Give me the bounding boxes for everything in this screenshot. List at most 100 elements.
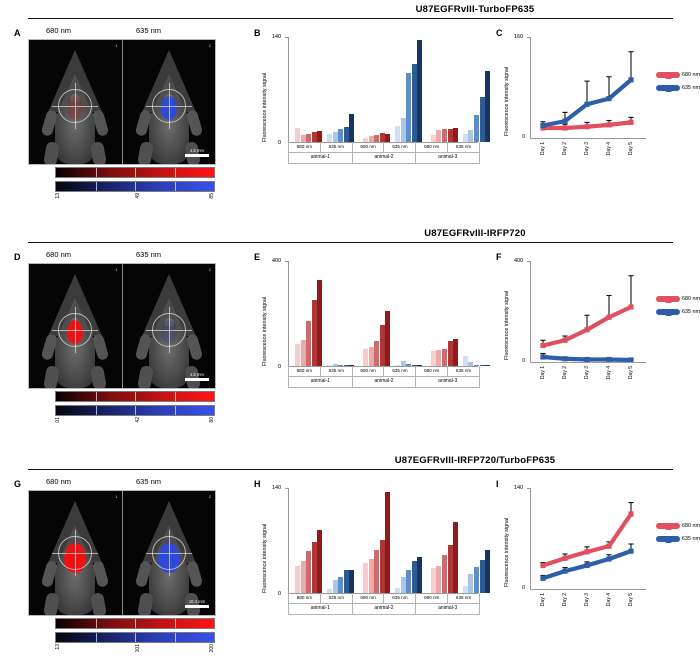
mouse-silhouette <box>134 268 204 388</box>
bar <box>306 320 312 366</box>
bar <box>406 72 412 142</box>
x-axis-line <box>288 593 478 594</box>
legend-item-635nm[interactable]: 635 nm <box>656 535 700 543</box>
image-680nm[interactable]: 1 <box>29 264 122 388</box>
xcell-animal-1: animal-1 <box>289 603 353 614</box>
colorbar-680nm <box>55 391 215 402</box>
bar-series-container <box>295 38 491 142</box>
xcell-635nm-2: 635 nm <box>455 144 472 149</box>
fluorescence-image-frame[interactable]: 1 2 10.4 mm <box>28 490 216 616</box>
x-axis-animal-row: animal-1 animal-2 animal-3 <box>288 376 480 388</box>
plot-area <box>527 37 641 138</box>
legend-item-635nm[interactable]: 635 nm <box>656 84 700 92</box>
legend-item-635nm[interactable]: 635 nm <box>656 308 700 316</box>
panel-letter-f: F <box>496 252 502 262</box>
line-plot-svg <box>540 502 634 581</box>
bar <box>479 97 485 142</box>
roi-reticle <box>145 307 192 353</box>
mouse-silhouette <box>134 44 204 164</box>
mouse-leg-left <box>136 141 154 164</box>
image-index-left: 1 <box>115 267 118 272</box>
bar <box>479 560 485 593</box>
image-635nm[interactable]: 2 4.5 mm <box>121 40 216 164</box>
bar <box>436 350 442 366</box>
legend: 680 nm 635 nm <box>656 522 700 549</box>
legend-item-680nm[interactable]: 680 nm <box>656 522 700 530</box>
bar <box>368 558 374 593</box>
bar <box>411 364 417 366</box>
colorbar-680nm <box>55 167 215 178</box>
bar <box>332 132 338 142</box>
bar <box>400 360 406 366</box>
bar <box>394 365 400 366</box>
xcell-680nm-0: 680 nm <box>289 593 321 603</box>
bar <box>368 347 374 366</box>
plot-area <box>285 261 491 366</box>
bar <box>374 341 380 366</box>
xcell-680nm-0: 680 nm <box>289 366 321 376</box>
mouse-leg-left <box>136 592 154 615</box>
image-680nm[interactable]: 1 <box>29 40 122 164</box>
bar <box>362 562 368 593</box>
image-635nm[interactable]: 2 10.4 mm <box>121 491 216 615</box>
bar <box>417 39 423 142</box>
xcell-635nm-1: 635 nm <box>384 366 417 376</box>
legend-label-1: 635 nm <box>682 536 700 542</box>
bar <box>462 133 468 142</box>
legend-item-680nm[interactable]: 680 nm <box>656 71 700 79</box>
bar <box>362 349 368 366</box>
scale-bar: 4.5 mm <box>185 372 209 381</box>
image-680nm[interactable]: 1 <box>29 491 122 615</box>
section-divider <box>28 18 673 19</box>
bar <box>338 364 344 366</box>
bar <box>332 579 338 593</box>
legend-swatch-0 <box>656 522 680 530</box>
label-635nm: 635 nm <box>136 26 162 35</box>
xcell-animal-3: animal-3 <box>438 605 458 611</box>
roi-reticle <box>145 530 192 576</box>
section-title-wrap: U87EGFRvIII-TurboFP635 <box>250 4 700 15</box>
bar <box>442 555 448 593</box>
bar <box>453 339 459 366</box>
bar <box>368 136 374 142</box>
fluorescence-image-frame[interactable]: 1 2 4.5 mm <box>28 263 216 389</box>
bar <box>447 128 453 142</box>
section-title: U87EGFRvIII-IRFP720/TurboFP635 <box>394 455 556 466</box>
bar <box>406 569 412 593</box>
xcell-635nm-1: 635 nm <box>384 593 417 603</box>
legend-swatch-0 <box>656 71 680 79</box>
bar-chart-h: Fluorescence intensity signal 140 0 680 … <box>256 481 506 631</box>
bar <box>394 125 400 142</box>
image-635nm[interactable]: 2 4.5 mm <box>121 264 216 388</box>
xcell-680nm-1: 680 nm <box>353 366 385 376</box>
panel-letter-i: I <box>496 479 499 489</box>
legend-label-0: 680 nm <box>682 72 700 78</box>
x-axis-line <box>288 142 478 143</box>
wavelength-labels: 680 nm 635 nm <box>28 477 216 489</box>
bar <box>362 138 368 142</box>
bar-chart-e: Fluorescence intensity signal 400 0 680 … <box>256 254 506 404</box>
bar <box>374 134 380 142</box>
colorbar-group-d: 01 42 80 <box>55 391 215 432</box>
legend-item-680nm[interactable]: 680 nm <box>656 295 700 303</box>
panel-letter-d: D <box>14 252 21 262</box>
label-680nm: 680 nm <box>46 26 72 35</box>
legend-label-1: 635 nm <box>682 309 700 315</box>
x-tick-day-2: Day 2 <box>562 366 568 380</box>
bar <box>374 549 380 593</box>
xcell-680nm-2: 680 nm <box>416 593 449 603</box>
section-title: U87EGFRvIII-IRFP720 <box>424 228 526 239</box>
bar <box>400 577 406 593</box>
panel-letter-b: B <box>254 28 261 38</box>
bar <box>338 577 344 593</box>
fluorescence-image-frame[interactable]: 1 2 4.5 mm <box>28 39 216 165</box>
y-axis-min: 0 <box>522 585 526 591</box>
label-680nm: 680 nm <box>46 477 72 486</box>
xcell-animal-2: animal-2 <box>353 603 417 614</box>
colorbar-group-a: 13 49 85 <box>55 167 215 208</box>
bar <box>385 310 391 366</box>
roi-reticle <box>52 83 99 129</box>
mouse-leg-left <box>43 365 61 388</box>
bar <box>447 341 453 366</box>
x-tick-day-5: Day 5 <box>628 366 634 380</box>
